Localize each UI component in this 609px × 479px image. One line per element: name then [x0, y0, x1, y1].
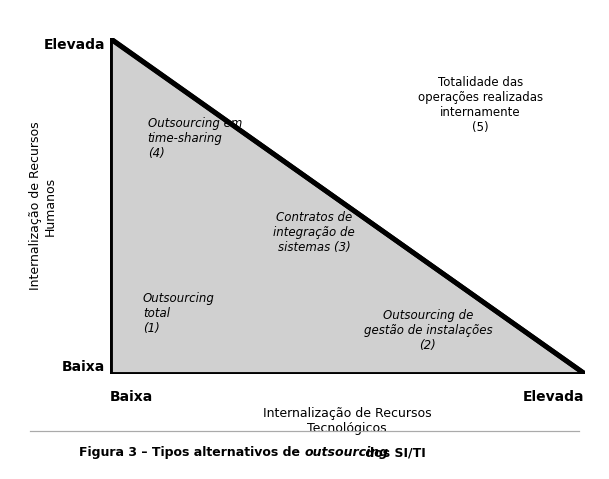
Text: Figura 3 – Tipos alternativos de: Figura 3 – Tipos alternativos de	[79, 446, 304, 459]
Text: Outsourcing
total
(1): Outsourcing total (1)	[143, 292, 215, 335]
Text: Elevada: Elevada	[43, 38, 105, 52]
Text: dos SI/TI: dos SI/TI	[361, 446, 425, 459]
Text: outsourcing: outsourcing	[304, 446, 389, 459]
Text: Internalização de Recursos
Humanos: Internalização de Recursos Humanos	[29, 122, 57, 290]
Text: Baixa: Baixa	[62, 360, 105, 374]
Text: Internalização de Recursos
Tecnológicos: Internalização de Recursos Tecnológicos	[263, 407, 431, 435]
Text: Elevada: Elevada	[523, 390, 585, 404]
Polygon shape	[110, 38, 585, 374]
Text: Baixa: Baixa	[110, 390, 153, 404]
Text: Outsourcing de
gestão de instalações
(2): Outsourcing de gestão de instalações (2)	[364, 308, 492, 352]
Text: Outsourcing em
time-sharing
(4): Outsourcing em time-sharing (4)	[147, 117, 242, 160]
Text: Contratos de
integração de
sistemas (3): Contratos de integração de sistemas (3)	[273, 211, 355, 254]
Text: Totalidade das
operações realizadas
internamente
(5): Totalidade das operações realizadas inte…	[418, 76, 543, 135]
